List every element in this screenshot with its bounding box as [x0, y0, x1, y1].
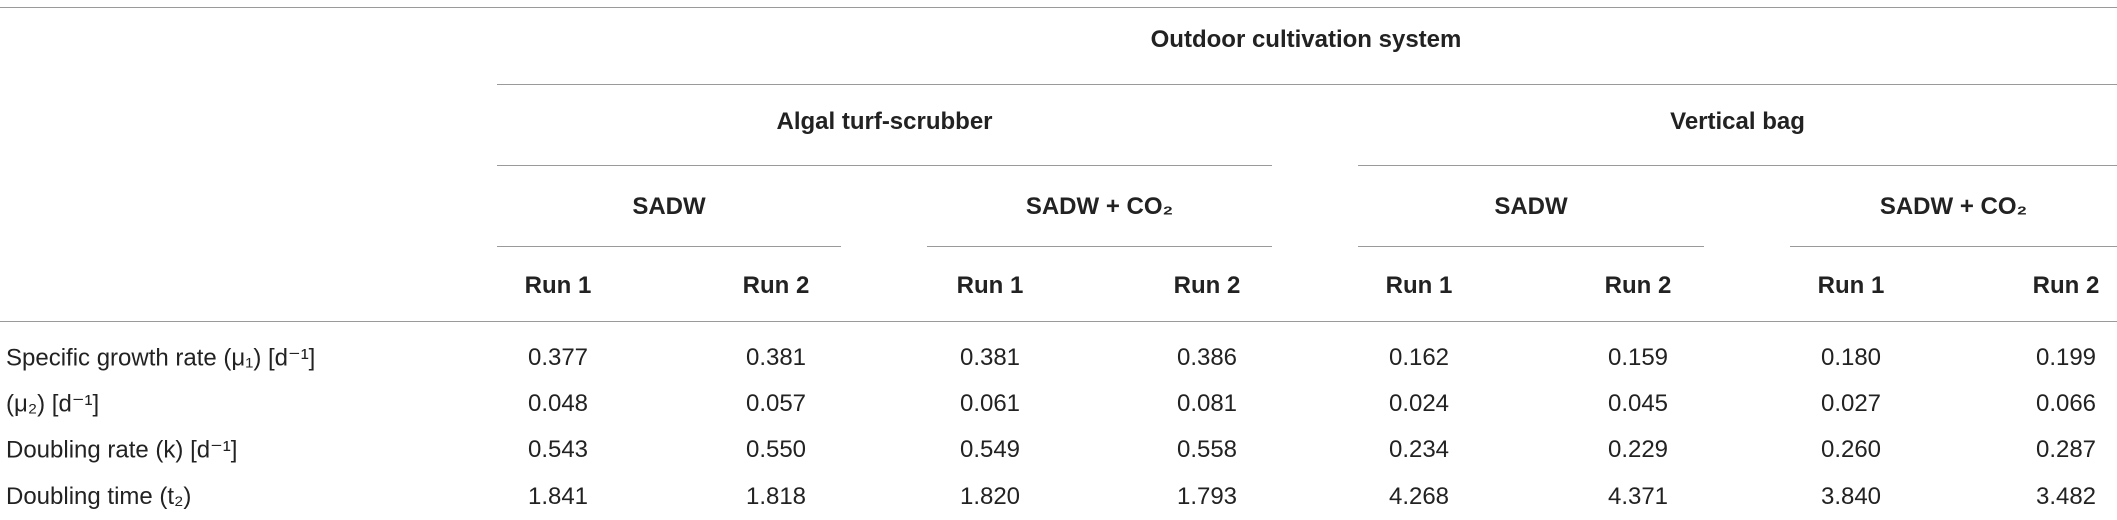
cell: 0.081 — [1176, 390, 1238, 417]
run-header: Run 2 — [742, 272, 810, 299]
rule — [497, 246, 841, 247]
cell: 0.061 — [959, 390, 1021, 417]
cell: 1.818 — [745, 483, 807, 510]
rule — [0, 321, 2117, 322]
rule — [1358, 165, 2117, 166]
cell: 4.268 — [1388, 483, 1450, 510]
row-label: (μ₂) [d⁻¹] — [6, 390, 100, 418]
cell: 0.550 — [745, 436, 807, 463]
rule — [1358, 246, 1704, 247]
cell: 0.199 — [2035, 344, 2097, 371]
cell: 0.229 — [1607, 436, 1669, 463]
cell: 1.793 — [1176, 483, 1238, 510]
cell: 3.840 — [1820, 483, 1882, 510]
medium-header: SADW + CO₂ — [1879, 193, 2028, 220]
cell: 0.180 — [1820, 344, 1882, 371]
rule — [1790, 246, 2117, 247]
rule — [497, 165, 1272, 166]
cell: 0.377 — [527, 344, 589, 371]
cell: 0.024 — [1388, 390, 1450, 417]
cell: 1.841 — [527, 483, 589, 510]
row-label: Doubling time (t₂) — [6, 483, 192, 510]
run-header: Run 1 — [524, 272, 592, 299]
cell: 0.381 — [745, 344, 807, 371]
header-title: Outdoor cultivation system — [1150, 26, 1462, 53]
cell: 0.027 — [1820, 390, 1882, 417]
cell: 0.386 — [1176, 344, 1238, 371]
medium-header: SADW — [1494, 193, 1568, 220]
rule — [927, 246, 1272, 247]
cell: 0.558 — [1176, 436, 1238, 463]
cell: 4.371 — [1607, 483, 1669, 510]
cell: 0.260 — [1820, 436, 1882, 463]
cell: 0.287 — [2035, 436, 2097, 463]
cell: 0.234 — [1388, 436, 1450, 463]
cell: 0.381 — [959, 344, 1021, 371]
cell: 0.048 — [527, 390, 589, 417]
cell: 0.057 — [745, 390, 807, 417]
row-label: Specific growth rate (μ₁) [d⁻¹] — [6, 344, 316, 372]
cell: 1.820 — [959, 483, 1021, 510]
cell: 0.045 — [1607, 390, 1669, 417]
system-header: Algal turf-scrubber — [776, 108, 993, 135]
cell: 3.482 — [2035, 483, 2097, 510]
cell: 0.066 — [2035, 390, 2097, 417]
run-header: Run 2 — [1604, 272, 1672, 299]
run-header: Run 2 — [2032, 272, 2100, 299]
cell: 0.543 — [527, 436, 589, 463]
rule — [497, 84, 2117, 85]
run-header: Run 1 — [1385, 272, 1453, 299]
run-header: Run 1 — [956, 272, 1024, 299]
cell: 0.549 — [959, 436, 1021, 463]
run-header: Run 2 — [1173, 272, 1241, 299]
run-header: Run 1 — [1817, 272, 1885, 299]
rule — [0, 7, 2117, 8]
medium-header: SADW + CO₂ — [1025, 193, 1174, 220]
row-label: Doubling rate (k) [d⁻¹] — [6, 436, 238, 464]
cell: 0.159 — [1607, 344, 1669, 371]
medium-header: SADW — [632, 193, 706, 220]
system-header: Vertical bag — [1670, 108, 1805, 135]
cell: 0.162 — [1388, 344, 1450, 371]
